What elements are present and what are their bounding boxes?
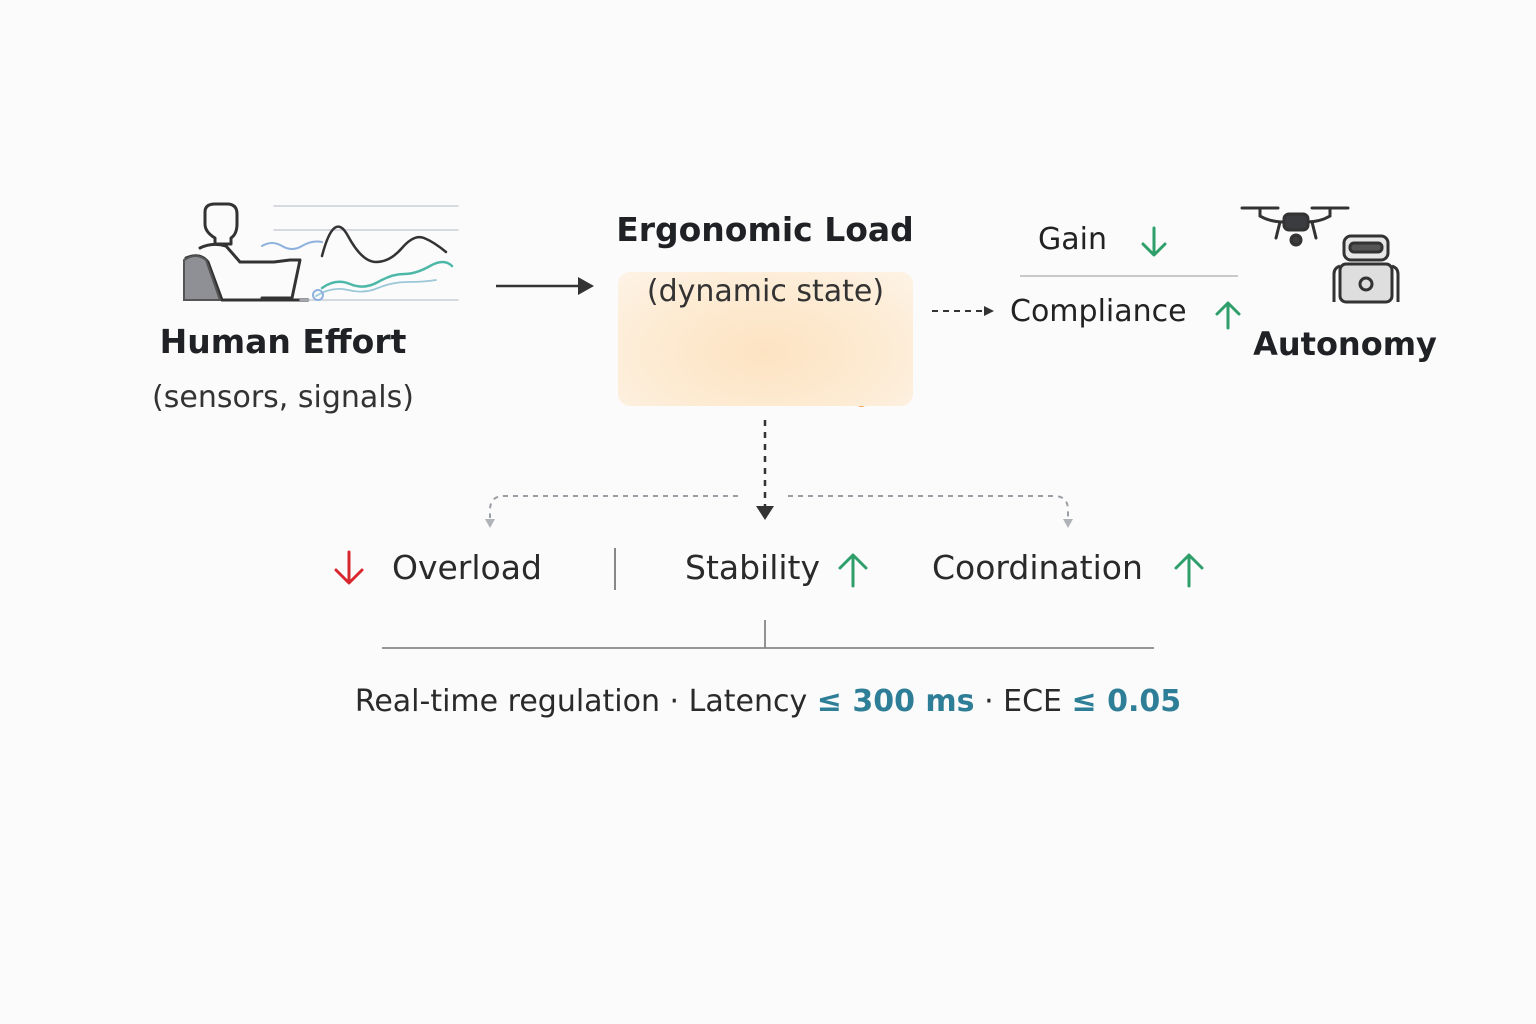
latency-operator: ≤ (816, 684, 853, 719)
branch-left (489, 495, 738, 518)
coordination-up-arrow-icon (1174, 553, 1204, 588)
compliance-up-arrow-icon (1215, 301, 1241, 330)
autonomy-label: Autonomy (1253, 325, 1437, 363)
stability-up-arrow-icon (838, 553, 868, 588)
footer-middle: · ECE (974, 684, 1072, 719)
chair-shape (183, 255, 222, 301)
branch-left-arrowhead (485, 519, 495, 528)
latency-value: 300 ms (852, 684, 975, 719)
dashed-arrowhead (984, 306, 994, 316)
ergonomic-load-box (618, 272, 913, 406)
gain-label: Gain (1038, 222, 1107, 257)
ece-value: 0.05 (1107, 684, 1182, 719)
gain-down-arrow-icon (1141, 226, 1167, 257)
vertical-arrowhead (756, 506, 774, 520)
branch-right-arrowhead (1063, 519, 1073, 528)
stability-label: Stability (685, 548, 821, 587)
robot-icon (1332, 234, 1400, 304)
ergonomic-load-title: Ergonomic Load (616, 210, 914, 249)
compliance-label: Compliance (1010, 294, 1187, 329)
signal-lines (261, 205, 459, 301)
branch-right (788, 495, 1069, 518)
footer-metrics: Real-time regulation · Latency ≤ 300 ms … (0, 684, 1536, 719)
flow-arrowhead (578, 277, 594, 295)
ece-operator: ≤ (1071, 684, 1108, 719)
human-effort-title: Human Effort (159, 322, 407, 361)
drone-icon (1240, 206, 1350, 247)
ergonomic-load-subtitle: (dynamic state) (646, 274, 885, 309)
human-effort-subtitle: (sensors, signals) (152, 380, 414, 415)
overload-down-arrow-icon (334, 550, 364, 585)
overload-label: Overload (392, 548, 542, 587)
coordination-label: Coordination (932, 548, 1143, 587)
footer-prefix: Real-time regulation · Latency (354, 684, 817, 719)
